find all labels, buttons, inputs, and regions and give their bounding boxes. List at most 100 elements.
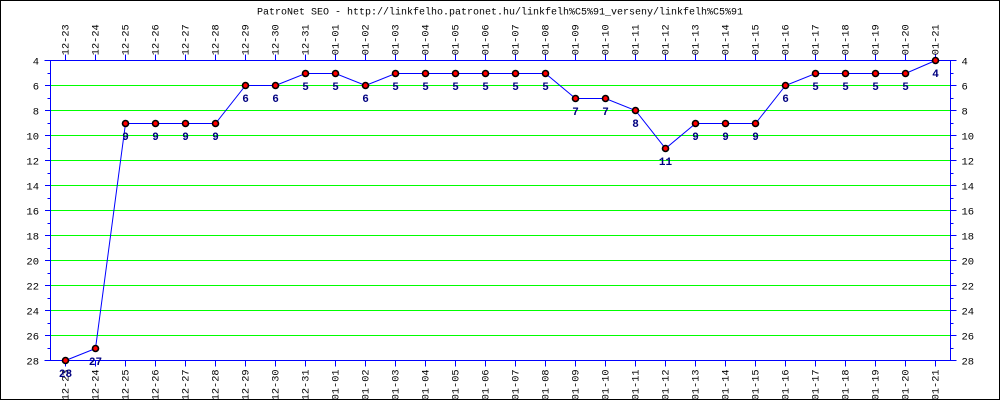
svg-text:01-19: 01-19 <box>870 369 882 400</box>
svg-text:8: 8 <box>33 107 39 119</box>
svg-text:10: 10 <box>962 132 975 144</box>
svg-text:10: 10 <box>26 132 39 144</box>
svg-text:01-17: 01-17 <box>810 369 822 400</box>
svg-text:01-04: 01-04 <box>420 24 432 55</box>
svg-text:12: 12 <box>26 157 39 169</box>
svg-text:01-07: 01-07 <box>510 369 522 400</box>
svg-text:5: 5 <box>542 82 549 94</box>
svg-text:01-05: 01-05 <box>450 369 462 400</box>
svg-text:12-25: 12-25 <box>120 24 132 55</box>
svg-text:01-15: 01-15 <box>750 24 762 55</box>
svg-text:5: 5 <box>422 82 429 94</box>
svg-text:01-12: 01-12 <box>660 369 672 400</box>
svg-text:01-09: 01-09 <box>570 369 582 400</box>
svg-text:14: 14 <box>962 182 975 194</box>
svg-text:16: 16 <box>26 207 39 219</box>
svg-text:01-16: 01-16 <box>780 24 792 55</box>
svg-text:12-23: 12-23 <box>60 24 72 55</box>
svg-text:6: 6 <box>33 82 39 94</box>
svg-text:01-21: 01-21 <box>930 369 942 400</box>
svg-text:01-02: 01-02 <box>360 24 372 55</box>
svg-text:4: 4 <box>962 57 968 69</box>
svg-text:01-15: 01-15 <box>750 369 762 400</box>
svg-text:5: 5 <box>302 82 309 94</box>
svg-text:01-16: 01-16 <box>780 369 792 400</box>
svg-text:5: 5 <box>482 82 489 94</box>
svg-text:01-17: 01-17 <box>810 24 822 55</box>
svg-text:01-14: 01-14 <box>720 24 732 55</box>
svg-text:01-20: 01-20 <box>900 369 912 400</box>
svg-text:9: 9 <box>182 132 189 144</box>
svg-text:5: 5 <box>872 82 879 94</box>
svg-text:01-05: 01-05 <box>450 24 462 55</box>
svg-text:8: 8 <box>632 119 639 131</box>
svg-text:12-27: 12-27 <box>180 369 192 400</box>
svg-text:01-09: 01-09 <box>570 24 582 55</box>
svg-text:01-12: 01-12 <box>660 24 672 55</box>
svg-text:12-28: 12-28 <box>210 24 222 55</box>
svg-text:01-04: 01-04 <box>420 369 432 400</box>
svg-text:12-26: 12-26 <box>150 24 162 55</box>
svg-text:24: 24 <box>962 307 975 319</box>
svg-text:5: 5 <box>902 82 909 94</box>
svg-text:12-26: 12-26 <box>150 369 162 400</box>
svg-text:12-25: 12-25 <box>120 369 132 400</box>
svg-text:01-20: 01-20 <box>900 24 912 55</box>
svg-text:18: 18 <box>962 232 975 244</box>
svg-text:27: 27 <box>89 357 102 369</box>
svg-text:01-10: 01-10 <box>600 24 612 55</box>
svg-text:5: 5 <box>332 82 339 94</box>
svg-text:6: 6 <box>962 82 968 94</box>
svg-text:4: 4 <box>33 57 39 69</box>
svg-text:01-18: 01-18 <box>840 369 852 400</box>
svg-text:22: 22 <box>962 282 975 294</box>
svg-text:28: 28 <box>962 357 975 369</box>
svg-text:01-01: 01-01 <box>330 369 342 400</box>
svg-text:12-29: 12-29 <box>240 369 252 400</box>
svg-text:PatroNet SEO - http://linkfelh: PatroNet SEO - http://linkfelho.patronet… <box>257 7 743 19</box>
svg-text:6: 6 <box>782 94 789 106</box>
svg-text:12-31: 12-31 <box>300 369 312 400</box>
svg-text:26: 26 <box>962 332 975 344</box>
svg-text:01-06: 01-06 <box>480 24 492 55</box>
svg-text:12-30: 12-30 <box>270 24 282 55</box>
svg-text:12-31: 12-31 <box>300 24 312 55</box>
svg-text:01-06: 01-06 <box>480 369 492 400</box>
svg-text:01-21: 01-21 <box>930 24 942 55</box>
svg-text:9: 9 <box>122 132 129 144</box>
svg-text:11: 11 <box>659 157 673 169</box>
svg-text:12: 12 <box>962 157 975 169</box>
svg-text:01-02: 01-02 <box>360 369 372 400</box>
svg-text:01-13: 01-13 <box>690 24 702 55</box>
svg-text:14: 14 <box>26 182 39 194</box>
svg-text:01-11: 01-11 <box>630 369 642 400</box>
svg-text:26: 26 <box>26 332 39 344</box>
svg-text:01-19: 01-19 <box>870 24 882 55</box>
svg-text:12-24: 12-24 <box>90 369 102 400</box>
svg-text:5: 5 <box>452 82 459 94</box>
svg-text:6: 6 <box>272 94 279 106</box>
svg-text:01-11: 01-11 <box>630 24 642 55</box>
svg-text:6: 6 <box>362 94 369 106</box>
svg-text:01-08: 01-08 <box>540 369 552 400</box>
svg-text:9: 9 <box>752 132 759 144</box>
svg-text:12-27: 12-27 <box>180 24 192 55</box>
svg-text:7: 7 <box>572 107 579 119</box>
svg-text:5: 5 <box>812 82 819 94</box>
svg-text:01-07: 01-07 <box>510 24 522 55</box>
svg-text:01-18: 01-18 <box>840 24 852 55</box>
svg-text:01-01: 01-01 <box>330 24 342 55</box>
svg-text:5: 5 <box>842 82 849 94</box>
svg-text:12-30: 12-30 <box>270 369 282 400</box>
svg-text:12-23: 12-23 <box>60 369 72 400</box>
svg-text:9: 9 <box>152 132 159 144</box>
svg-text:4: 4 <box>932 69 939 81</box>
svg-text:20: 20 <box>962 257 975 269</box>
svg-text:01-08: 01-08 <box>540 24 552 55</box>
svg-text:7: 7 <box>602 107 609 119</box>
svg-text:16: 16 <box>962 207 975 219</box>
svg-text:8: 8 <box>962 107 968 119</box>
svg-text:01-03: 01-03 <box>390 369 402 400</box>
svg-text:9: 9 <box>722 132 729 144</box>
svg-text:20: 20 <box>26 257 39 269</box>
